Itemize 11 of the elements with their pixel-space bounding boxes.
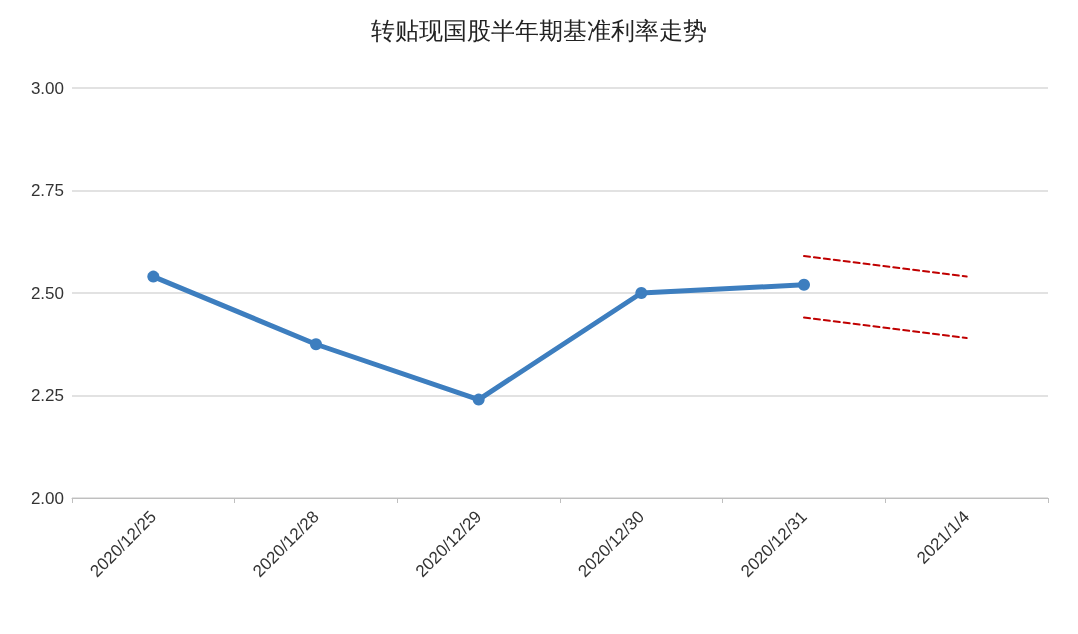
- y-tick-label: 2.75: [30, 181, 64, 200]
- y-tick-label: 3.00: [30, 78, 64, 98]
- point: [798, 278, 810, 291]
- point: [472, 393, 485, 406]
- point: [310, 338, 322, 351]
- point: [147, 270, 160, 283]
- point: [635, 287, 648, 299]
- y-tick-label: 2.00: [30, 488, 64, 508]
- y-tick-label: 2.25: [30, 386, 64, 405]
- chart-title: 转贴现国股半年期基准利率走势: [371, 17, 707, 45]
- y-tick-label: 2.50: [30, 283, 64, 303]
